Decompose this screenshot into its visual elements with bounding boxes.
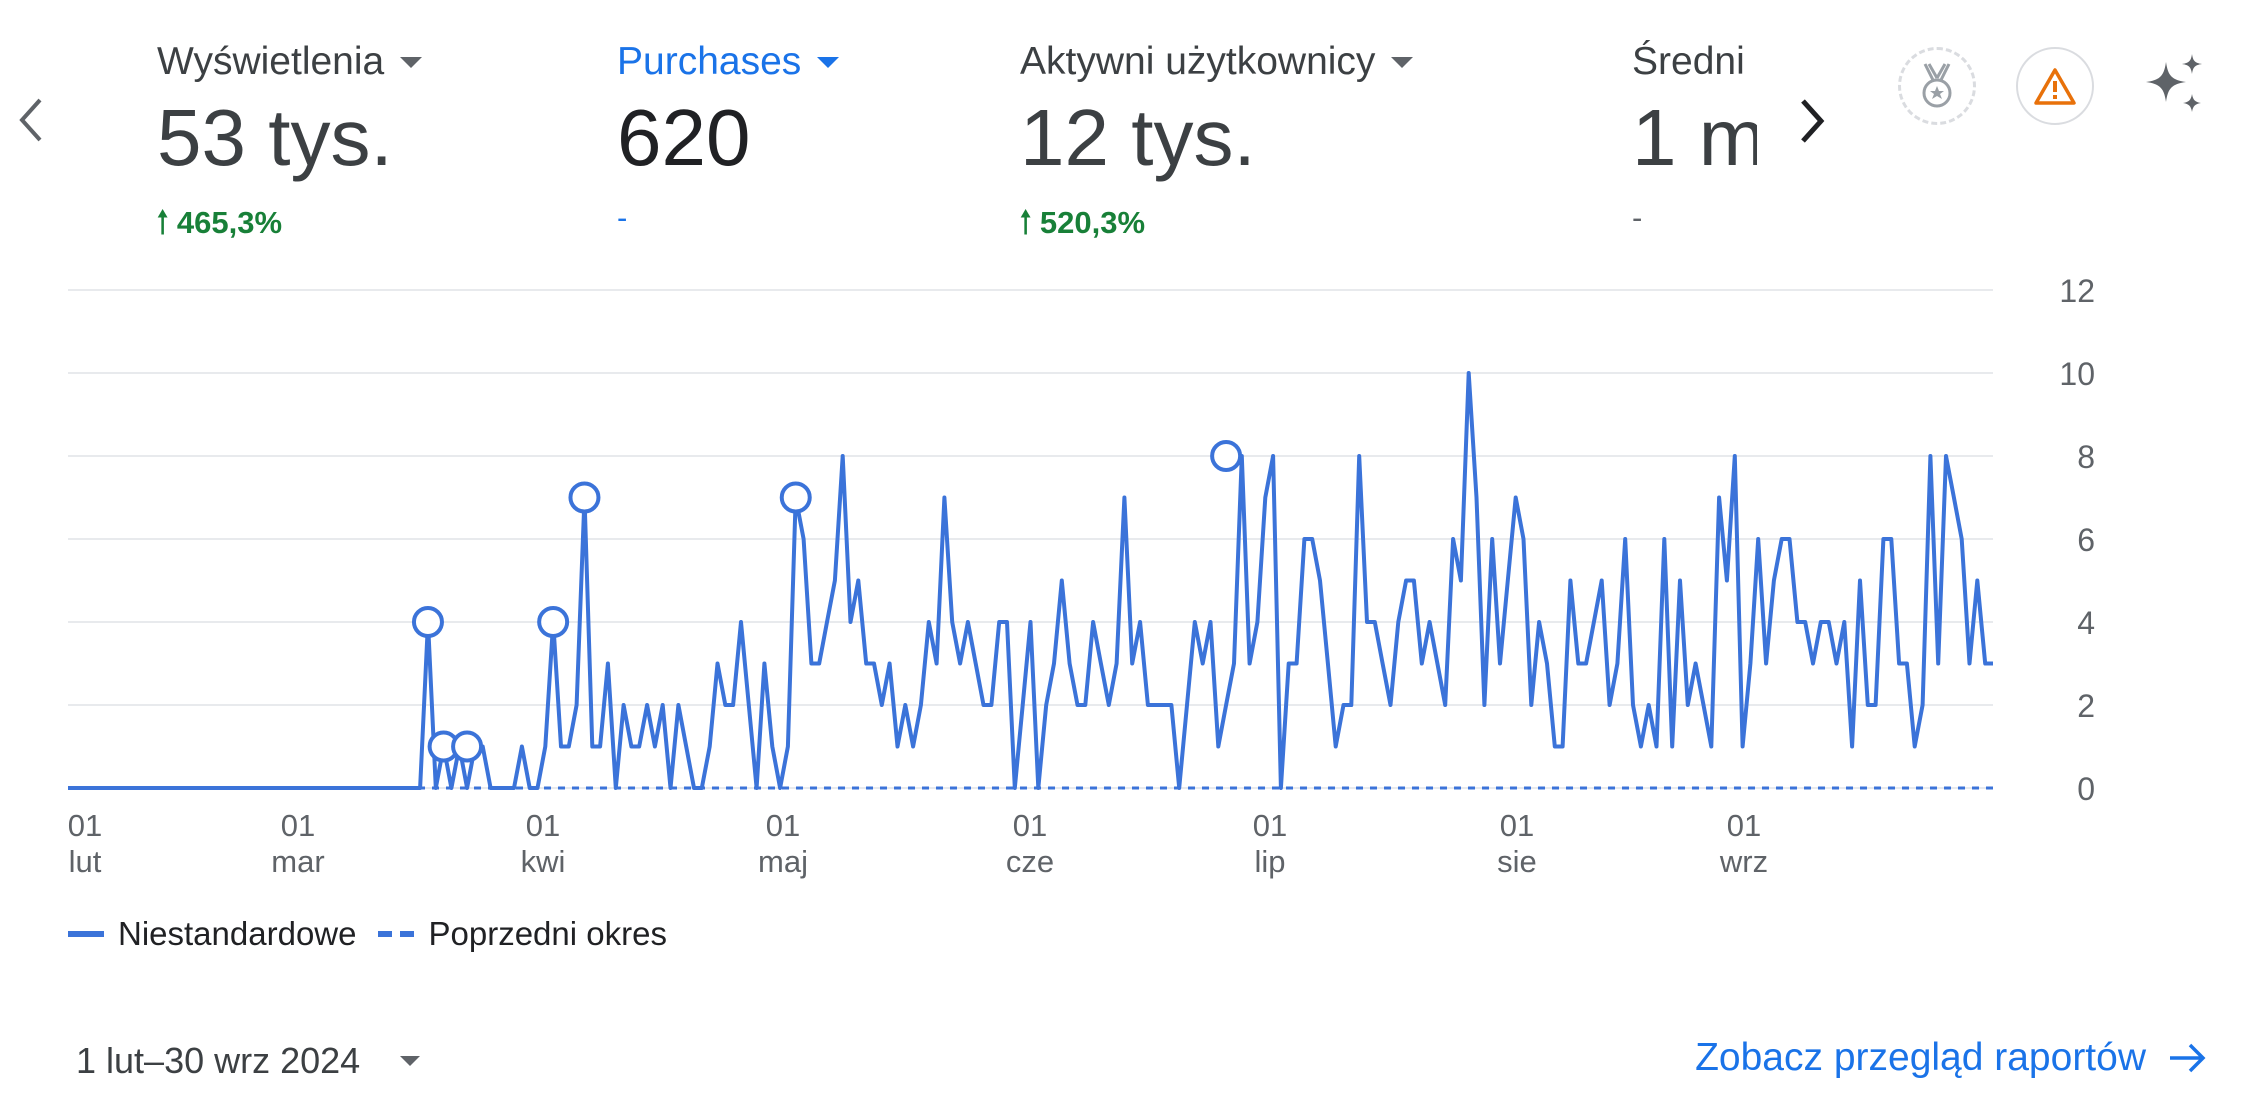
- next-metrics-button[interactable]: [1793, 93, 1833, 159]
- y-tick-label: 4: [2077, 605, 2095, 641]
- date-range-selector[interactable]: 1 lut–30 wrz 2024: [76, 1040, 421, 1082]
- metric-views-change-value: 465,3%: [176, 205, 283, 240]
- x-tick-day: 01: [281, 808, 315, 843]
- chevron-down-icon: [400, 56, 423, 68]
- metric-active-users-value: 12 tys.: [1020, 93, 1256, 182]
- annotation-marker: [779, 481, 812, 514]
- x-tick-month: kwi: [521, 844, 566, 879]
- y-tick-label: 0: [2077, 771, 2095, 807]
- annotation-marker: [537, 606, 570, 638]
- chart-legend: Niestandardowe Poprzedni okres: [68, 915, 667, 953]
- y-tick-label: 8: [2077, 439, 2095, 475]
- x-tick-day: 01: [766, 808, 800, 843]
- x-tick-day: 01: [68, 808, 102, 843]
- chevron-down-icon: [817, 56, 840, 68]
- metric-purchases[interactable]: Purchases 620 -: [617, 40, 840, 236]
- warning-button[interactable]: [2016, 47, 2094, 125]
- metric-purchases-label-row[interactable]: Purchases: [617, 40, 840, 84]
- chevron-down-icon: [1391, 56, 1414, 68]
- medal-icon: [1922, 63, 1952, 108]
- x-tick-day: 01: [1013, 808, 1047, 843]
- medal-button[interactable]: [1898, 47, 1976, 125]
- arrow-right-icon: [2170, 1043, 2206, 1073]
- metric-average[interactable]: Średni 1 m -: [1632, 40, 1757, 236]
- metric-purchases-change: -: [617, 200, 628, 235]
- metric-average-label-row[interactable]: Średni: [1632, 40, 1757, 84]
- x-tick-month: wrz: [1719, 844, 1768, 879]
- metric-active-users-change: 🠑 520,3%: [1020, 200, 1413, 253]
- x-tick-month: lip: [1254, 844, 1285, 879]
- metric-active-users[interactable]: Aktywni użytkownicy 12 tys. 🠑 520,3%: [1020, 40, 1414, 253]
- x-tick-day: 01: [526, 808, 560, 843]
- annotation-marker: [568, 481, 601, 514]
- metric-purchases-label: Purchases: [617, 40, 802, 83]
- metric-active-users-change-value: 520,3%: [1039, 205, 1146, 240]
- sparkle-icon: [2146, 54, 2202, 112]
- date-range-label: 1 lut–30 wrz 2024: [76, 1040, 361, 1081]
- view-reports-label: Zobacz przegląd raportów: [1695, 1036, 2146, 1079]
- previous-metrics-button[interactable]: [10, 92, 50, 158]
- annotation-marker: [1210, 440, 1243, 472]
- metric-active-users-label-row[interactable]: Aktywni użytkownicy: [1020, 40, 1414, 84]
- metric-views-value: 53 tys.: [157, 93, 393, 182]
- legend-previous-label: Poprzedni okres: [428, 915, 667, 952]
- chevron-right-icon: [1801, 99, 1825, 143]
- y-tick-label: 2: [2077, 688, 2095, 724]
- x-tick-month: sie: [1497, 844, 1537, 879]
- metric-views[interactable]: Wyświetlenia 53 tys. 🠑 465,3%: [157, 40, 423, 253]
- chevron-down-icon: [400, 1056, 421, 1066]
- x-tick-day: 01: [1500, 808, 1534, 843]
- legend-current-label: Niestandardowe: [118, 915, 357, 952]
- arrow-up-icon: 🠑: [157, 205, 169, 240]
- annotation-marker: [451, 730, 484, 763]
- legend-solid-swatch: [68, 931, 104, 937]
- y-tick-label: 12: [2059, 273, 2095, 309]
- insights-button[interactable]: [2138, 48, 2212, 122]
- metric-views-label-row[interactable]: Wyświetlenia: [157, 40, 423, 84]
- chevron-left-icon: [19, 98, 42, 142]
- x-tick-day: 01: [1253, 808, 1287, 843]
- metric-average-change: -: [1632, 200, 1643, 235]
- metric-purchases-value: 620: [617, 93, 751, 182]
- x-tick-day: 01: [1727, 808, 1761, 843]
- metric-average-label: Średni: [1632, 40, 1745, 83]
- legend-dashed-swatch: [378, 931, 415, 937]
- y-tick-label: 10: [2059, 356, 2095, 392]
- view-reports-link[interactable]: Zobacz przegląd raportów: [1695, 1036, 2208, 1080]
- warning-icon: [2034, 68, 2076, 105]
- x-tick-month: mar: [271, 844, 324, 879]
- metric-average-value: 1 m: [1632, 93, 1757, 182]
- metric-active-users-label: Aktywni użytkownicy: [1020, 40, 1376, 83]
- y-tick-label: 6: [2077, 522, 2095, 558]
- arrow-up-icon: 🠑: [1020, 205, 1032, 240]
- metric-views-change: 🠑 465,3%: [157, 200, 422, 253]
- x-tick-month: maj: [758, 844, 808, 879]
- x-tick-month: lut: [69, 844, 102, 879]
- x-tick-month: cze: [1006, 844, 1054, 879]
- metric-views-label: Wyświetlenia: [157, 40, 385, 83]
- annotation-marker: [411, 606, 444, 638]
- series-current-line: [68, 371, 1993, 790]
- line-chart: 02468101201lut01mar01kwi01maj01cze01lip0…: [68, 273, 2095, 879]
